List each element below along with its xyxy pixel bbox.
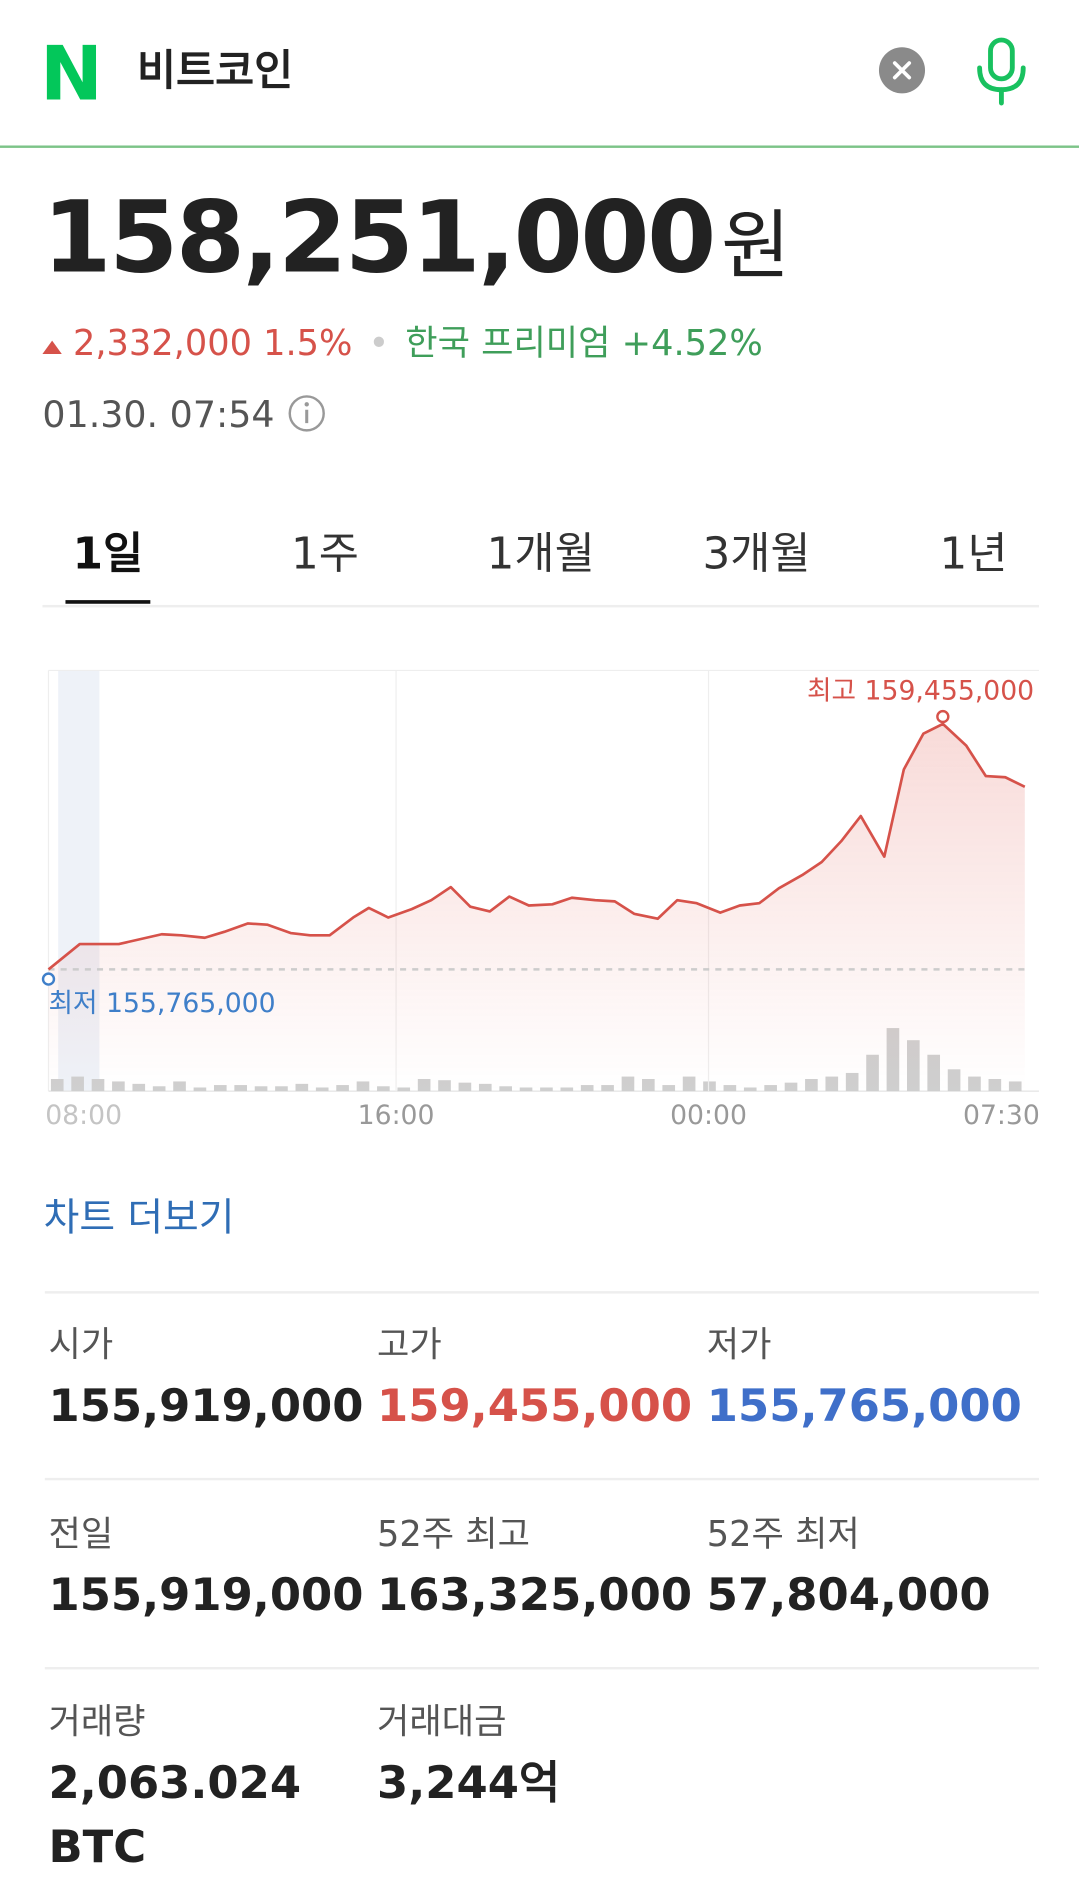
stat-value: 163,325,000 (377, 1568, 693, 1621)
voice-button[interactable] (972, 36, 1033, 109)
stat-label: 전일 (48, 1513, 114, 1555)
tab[interactable]: 1일 (72, 529, 144, 580)
divider (44, 1291, 1039, 1294)
chart: 08:00 16:00 00:00 07:30 최고 159,455,000 최저 155… (41, 669, 1040, 1131)
divider (44, 1477, 1039, 1481)
stat-value: 155,765,000 (706, 1379, 1022, 1432)
logo[interactable]: N (40, 29, 103, 118)
x-tick-label: 00:00 (670, 1100, 747, 1131)
stat-label: 52주 최저 (706, 1513, 860, 1555)
x-tick-label: 08:00 (45, 1100, 122, 1131)
stat-value: 2,063.024 BTC (48, 1756, 302, 1873)
tab-border (42, 604, 1039, 608)
stat-label: 저가 (706, 1323, 772, 1366)
premium: 한국 프리미엄 +4.52% (405, 322, 763, 364)
divider (44, 1666, 1039, 1670)
stat-label: 고가 (377, 1323, 442, 1366)
header-border (0, 145, 1079, 148)
more-chart-link[interactable]: 차트 더보기 (43, 1194, 235, 1241)
tab[interactable]: 1년 (939, 529, 1008, 580)
change-percent: 1.5% (263, 322, 353, 364)
stat-value: 155,919,000 (48, 1568, 364, 1621)
stat-label: 거래량 (48, 1700, 146, 1743)
clear-button[interactable] (878, 46, 926, 94)
price-area (48, 723, 1025, 1092)
tab[interactable]: 3개월 (702, 529, 811, 580)
low-label: 최저 155,765,000 (48, 988, 275, 1019)
x-tick-label: 07:30 (963, 1100, 1040, 1131)
high-point (936, 709, 950, 724)
price-line (47, 722, 1026, 971)
change: 2,332,000 (73, 322, 252, 364)
tab[interactable]: 1주 (290, 529, 359, 580)
up-arrow (42, 340, 62, 355)
stat-value: 159,455,000 (377, 1379, 693, 1432)
low-point (41, 972, 56, 986)
tab-underline (65, 600, 151, 604)
high-label: 최고 159,455,000 (807, 676, 1034, 707)
price-unit: 원 (721, 201, 790, 290)
stat-label: 시가 (48, 1323, 114, 1366)
search-query[interactable]: 비트코인 (136, 47, 294, 96)
tab[interactable]: 1개월 (486, 529, 595, 580)
stat-value: 57,804,000 (706, 1568, 991, 1621)
price: 158,251,000 원 (42, 179, 790, 298)
price-value: 158,251,000 (42, 180, 716, 296)
stat-value: 155,919,000 (48, 1379, 364, 1432)
timestamp: 01.30. 07:54 (42, 393, 327, 438)
info-icon[interactable] (286, 393, 327, 434)
change-row: 2,332,000 1.5% • 한국 프리미엄 +4.52% (42, 322, 763, 364)
x-tick-label: 16:00 (358, 1100, 435, 1131)
stat-label: 거래대금 (377, 1700, 507, 1743)
separator: • (368, 322, 390, 364)
stat-value: 3,244억 (377, 1756, 561, 1809)
stat-label: 52주 최고 (377, 1513, 531, 1555)
time: 01.30. 07:54 (42, 394, 275, 437)
